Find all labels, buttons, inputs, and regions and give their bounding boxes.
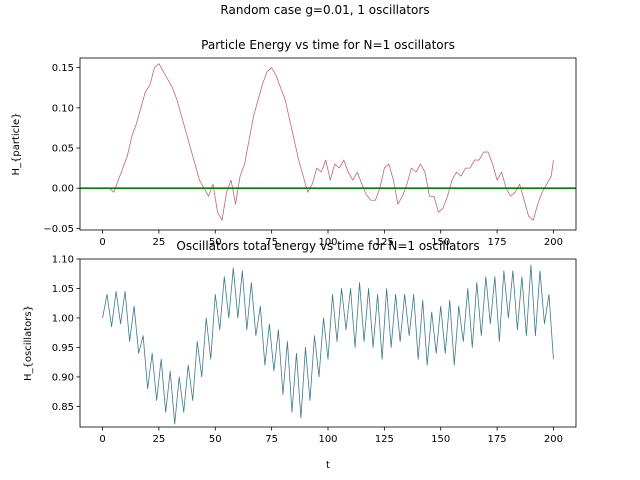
y-tick-label: −0.05 <box>43 224 74 235</box>
subplot-title: Oscillators total energy vs time for N=1… <box>176 239 479 253</box>
subplots: 0 25 50 75 100 125 150 175 200 −0.05 0.00 0.05 0.10 0… <box>11 38 577 471</box>
x-tick-label: 75 <box>265 434 278 445</box>
x-tick-label: 200 <box>544 237 563 248</box>
x-tick-label: 0 <box>99 434 105 445</box>
y-tick-label: 0.05 <box>52 144 74 155</box>
y-tick-label: 0.15 <box>52 63 74 74</box>
x-tick-label: 0 <box>99 237 105 248</box>
x-tick-label: 25 <box>153 237 166 248</box>
x-tick-label: 50 <box>209 434 222 445</box>
y-tick-label: 0.90 <box>52 372 74 383</box>
x-tick-label: 25 <box>153 434 166 445</box>
x-tick-label: 200 <box>544 434 563 445</box>
y-tick-label: 0.00 <box>52 184 74 195</box>
y-tick-label: 0.85 <box>52 402 74 413</box>
y-tick-label: 0.10 <box>52 103 74 114</box>
subplot-title: Particle Energy vs time for N=1 oscillat… <box>201 38 455 52</box>
x-tick-label: 75 <box>265 237 278 248</box>
y-tick-label: 0.95 <box>52 343 74 354</box>
x-tick-label: 125 <box>375 434 394 445</box>
x-tick-label: 175 <box>488 237 507 248</box>
x-axis-label: t <box>326 460 330 471</box>
figure-suptitle: Random case g=0.01, 1 oscillators <box>220 3 429 17</box>
y-axis-label: H_{oscillators} <box>23 305 34 381</box>
y-tick-label: 1.05 <box>52 284 74 295</box>
x-tick-label: 175 <box>488 434 507 445</box>
x-tick-label: 150 <box>431 434 450 445</box>
subplot-2: 0 25 50 75 100 125 150 175 200 0.85 0.90 0.95 1.00 1.… <box>23 239 577 471</box>
x-tick-label: 50 <box>209 237 222 248</box>
plot-area <box>80 259 576 427</box>
x-tick-label: 100 <box>318 237 337 248</box>
y-tick-label: 1.10 <box>52 255 74 266</box>
y-axis-label: H_{particle} <box>11 113 22 176</box>
x-tick-label: 100 <box>318 434 337 445</box>
subplot-1: 0 25 50 75 100 125 150 175 200 −0.05 0.00 0.05 0.10 0… <box>11 38 577 270</box>
plot-area <box>80 58 576 230</box>
x-tick-label: 125 <box>375 237 394 248</box>
x-tick-label: 150 <box>431 237 450 248</box>
series-line-1 <box>109 63 554 221</box>
y-tick-label: 1.00 <box>52 313 74 324</box>
series-line-1 <box>102 264 554 425</box>
